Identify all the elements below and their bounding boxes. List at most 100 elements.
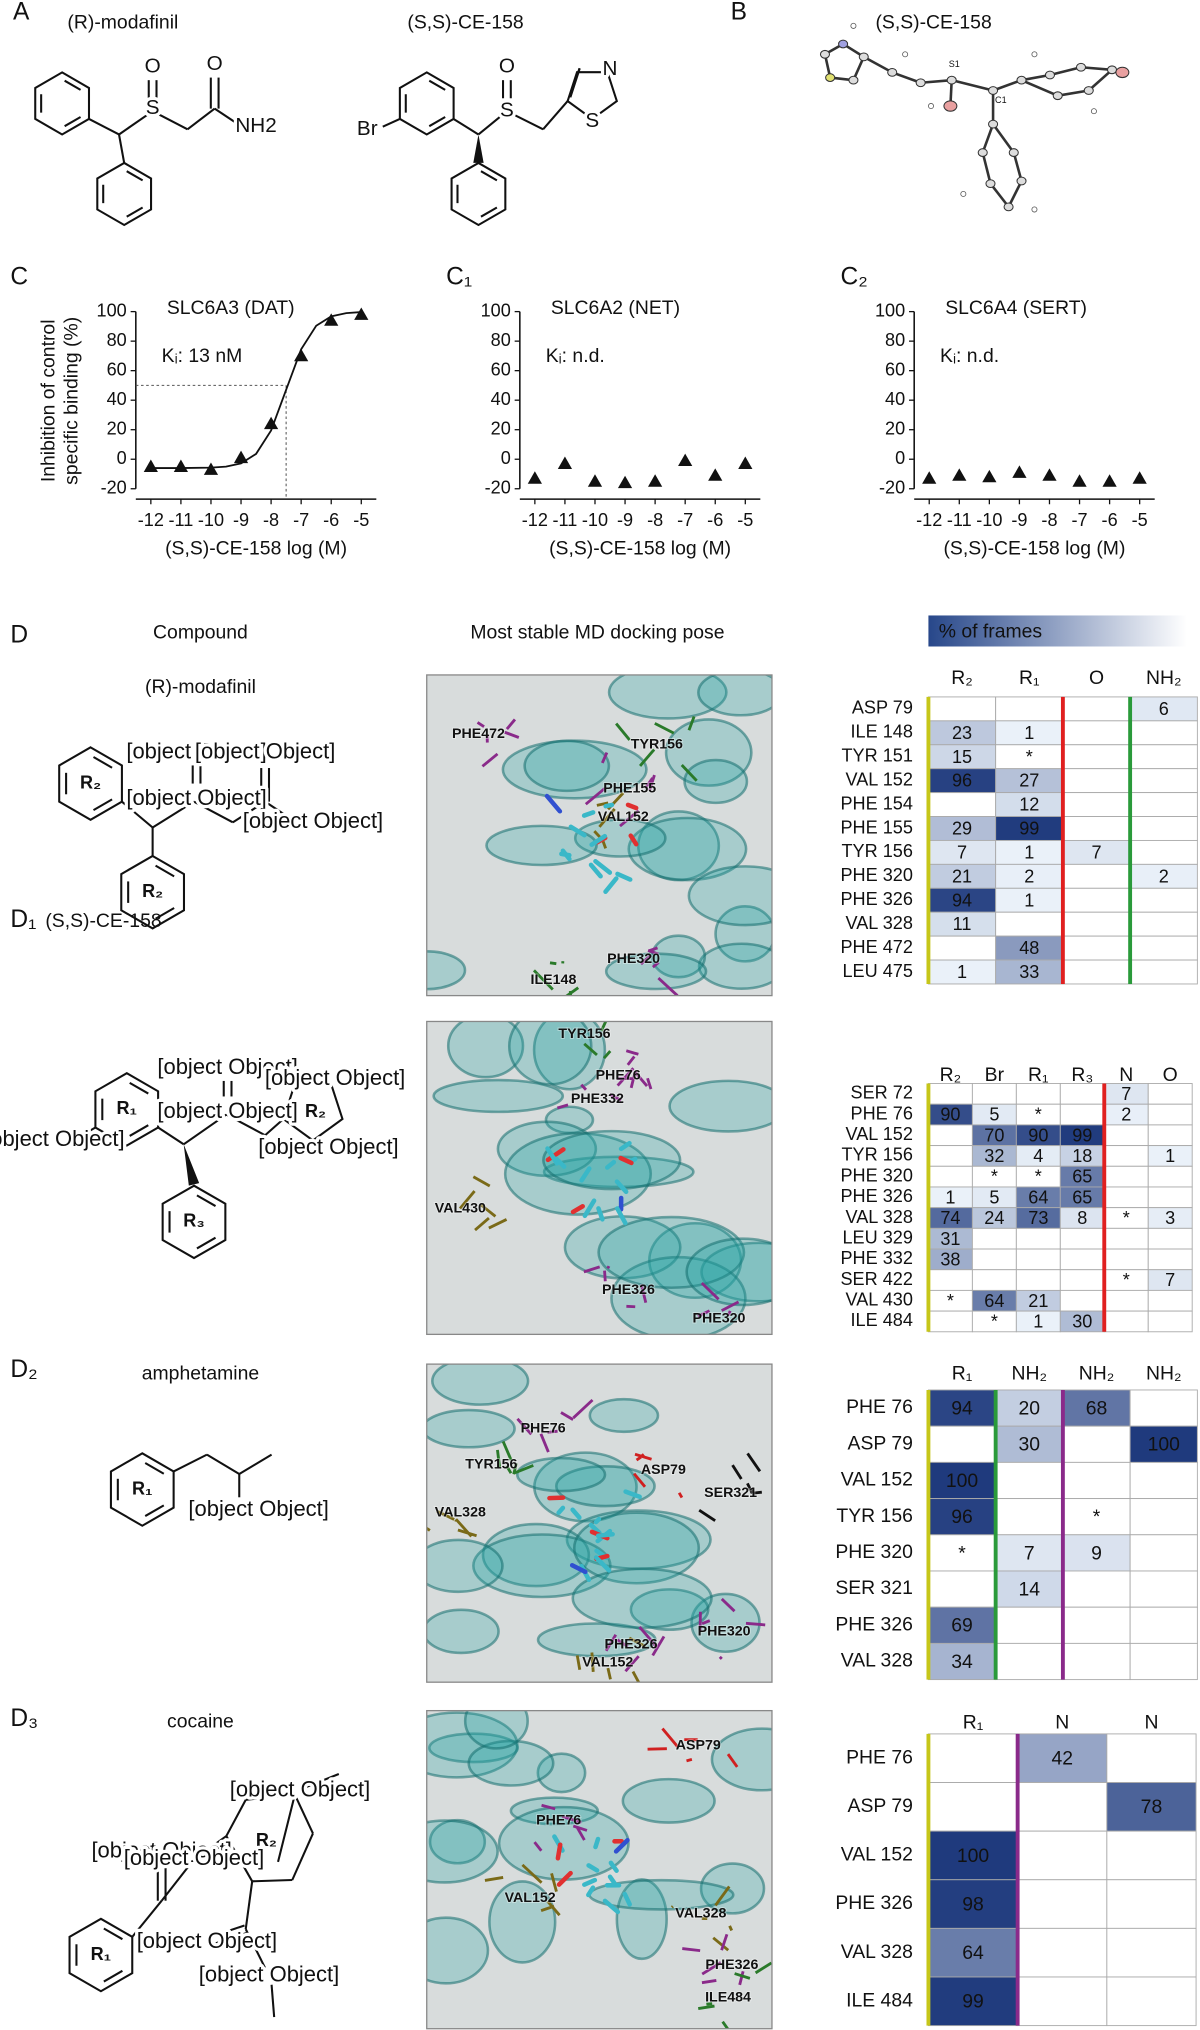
column-header: Compound (153, 622, 248, 644)
helix (426, 1819, 499, 1884)
cell-value: 2 (1121, 1105, 1131, 1125)
bond (215, 1931, 248, 1945)
cell-value: 1 (1024, 842, 1034, 862)
residue-name: PHE 155 (840, 817, 912, 837)
atom-label: [object Object] (195, 738, 335, 763)
residue-stick (677, 1492, 684, 1499)
bond (152, 110, 189, 131)
residue-stick (633, 1070, 649, 1088)
residue-stick (629, 1072, 637, 1089)
residue-stick (541, 1803, 556, 1811)
table-cell (1062, 935, 1131, 961)
helix (472, 1533, 612, 1599)
bond (213, 1924, 245, 1937)
residue-stick (583, 1042, 598, 1057)
cell-value: 68 (1086, 1397, 1108, 1419)
y-tick-label: 60 (885, 359, 905, 379)
cell-value: 7 (1024, 1542, 1035, 1564)
residue-stick (496, 1449, 502, 1469)
bond (77, 1126, 96, 1139)
cell-value: 65 (1072, 1167, 1092, 1187)
residue-label: PHE326 (602, 1282, 655, 1298)
table-cell (995, 1570, 1064, 1608)
residue-stick (746, 1452, 762, 1473)
cell-value: 100 (1148, 1434, 1181, 1456)
table-cell (1106, 1879, 1197, 1929)
ligand-stick (588, 1522, 602, 1535)
cell-value: 9 (1091, 1542, 1102, 1564)
residue-stick (731, 1464, 743, 1480)
atom-label: S (500, 99, 514, 122)
atom-label: C1 (995, 95, 1007, 105)
ligand-stick (579, 1166, 592, 1183)
cell-value: 15 (952, 747, 972, 767)
residue-stick (549, 961, 557, 966)
residue-label: PHE76 (536, 1812, 581, 1828)
bond (129, 1081, 149, 1095)
x-tick-label: -9 (617, 510, 633, 530)
residue-stick (626, 1055, 636, 1066)
residue-name: PHE 320 (840, 865, 912, 885)
table-cell (1129, 1425, 1198, 1463)
cell-value: 64 (962, 1942, 984, 1964)
x-tick-label: -6 (323, 510, 339, 530)
data-point (203, 462, 219, 475)
bond (382, 118, 401, 128)
residue-stick (457, 1528, 478, 1538)
table-column-header: R₂ (951, 667, 973, 689)
table-cell (1129, 720, 1198, 746)
data-point (617, 475, 633, 489)
residue-stick (561, 1815, 582, 1824)
ligand-stick (622, 1891, 632, 1907)
atom-label: [object Object] (157, 1098, 297, 1123)
table-cell (1062, 720, 1131, 746)
ligand-stick (593, 1555, 612, 1573)
table-column-header: O (1163, 1064, 1178, 1086)
residue-label: PHE326 (705, 1957, 758, 1973)
helix (573, 818, 667, 858)
residue-stick (700, 1281, 720, 1301)
ligand-stick (596, 1206, 605, 1222)
ligand-stick (614, 1206, 628, 1226)
y-tick-label: 40 (491, 389, 511, 409)
ortep-h (1031, 51, 1038, 58)
docking-pose (426, 1020, 773, 1347)
bond (506, 110, 544, 131)
ligand-stick (553, 1156, 567, 1169)
bond (225, 1835, 254, 1882)
bond (238, 1453, 273, 1475)
table-cell (1059, 1269, 1105, 1291)
residue-stick (501, 1440, 513, 1461)
docking-pose (426, 1709, 773, 2030)
residue-name: LEU 475 (842, 961, 912, 981)
residue-stick (736, 1343, 744, 1347)
ring (94, 1071, 160, 1147)
table-cell (1015, 1083, 1061, 1105)
y-tick-label: 0 (501, 448, 511, 468)
residue-name: TYR 156 (841, 1145, 912, 1165)
residue-name: ASP 79 (848, 1795, 913, 1817)
cell-value: 33 (1019, 962, 1039, 982)
residue-stick (572, 1398, 594, 1419)
compound-name: (S,S)-CE-158 (407, 11, 523, 33)
y-tick-label: 100 (97, 300, 127, 320)
cell-value: 1 (945, 1187, 955, 1207)
cell-value: 69 (951, 1615, 973, 1637)
chart-title: SLC6A3 (DAT) (167, 297, 295, 319)
helix (627, 816, 748, 882)
ortep-atom (1083, 86, 1094, 95)
residue-name: PHE 326 (840, 1186, 912, 1206)
bond (291, 1833, 314, 1881)
table-cell (1129, 935, 1198, 961)
docking-border (426, 1020, 773, 1336)
residue-stick (746, 1482, 754, 1494)
helix (610, 1255, 747, 1335)
helix (426, 1408, 516, 1449)
helix (697, 942, 772, 990)
table-cell (1103, 1124, 1149, 1147)
table-cell (1106, 1927, 1197, 1978)
cell-value: 18 (1072, 1146, 1092, 1166)
ligand-stick (555, 1842, 563, 1861)
bond (103, 1969, 123, 1983)
residue-stick (504, 730, 520, 739)
